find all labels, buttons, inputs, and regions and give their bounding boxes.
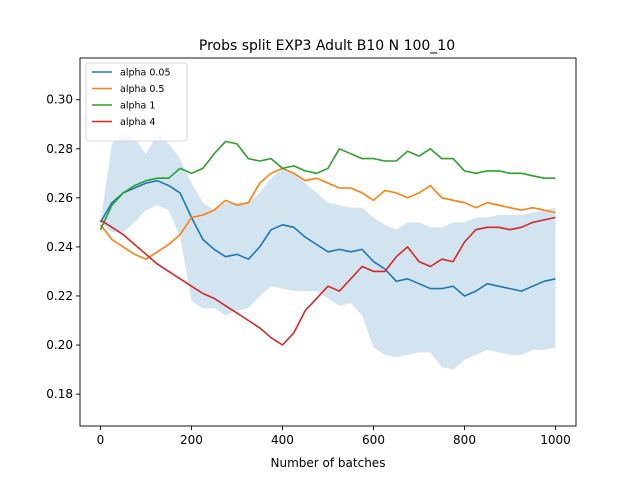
x-tick-label: 200 [180,433,203,447]
x-axis-ticks: 0 200 400 600 800 1000 [97,426,571,447]
chart-title: Probs split EXP3 Adult B10 N 100_10 [199,38,455,54]
line-alpha-1 [99,140,556,231]
x-tick-label: 800 [453,433,476,447]
y-tick-label: 0.22 [46,289,73,303]
legend-label: alpha 4 [120,117,155,128]
legend-label: alpha 0.5 [120,84,164,95]
x-tick-label: 400 [271,433,294,447]
legend-label: alpha 0.05 [120,68,171,79]
y-tick-label: 0.24 [46,240,73,254]
uncertainty-bands [100,131,556,370]
series-lines [99,140,556,346]
y-tick-label: 0.18 [46,387,73,401]
y-axis-ticks: 0.18 0.20 0.22 0.24 0.26 0.28 0.30 [46,93,80,401]
legend: alpha 0.05 alpha 0.5 alpha 1 alpha 4 [85,62,188,142]
y-tick-label: 0.20 [46,338,73,352]
y-tick-label: 0.28 [46,142,73,156]
x-tick-label: 1000 [540,433,571,447]
line-alpha-0-5 [99,167,556,261]
x-tick-label: 0 [97,433,105,447]
x-axis-label: Number of batches [271,456,386,470]
y-tick-label: 0.30 [46,93,73,107]
legend-label: alpha 1 [120,101,155,112]
line-alpha-0-05 [99,179,556,297]
x-tick-label: 600 [362,433,385,447]
line-alpha-4 [100,216,556,346]
y-tick-label: 0.26 [46,191,73,205]
plot-area-frame [79,57,577,427]
band-alpha-0-05 [100,131,556,370]
